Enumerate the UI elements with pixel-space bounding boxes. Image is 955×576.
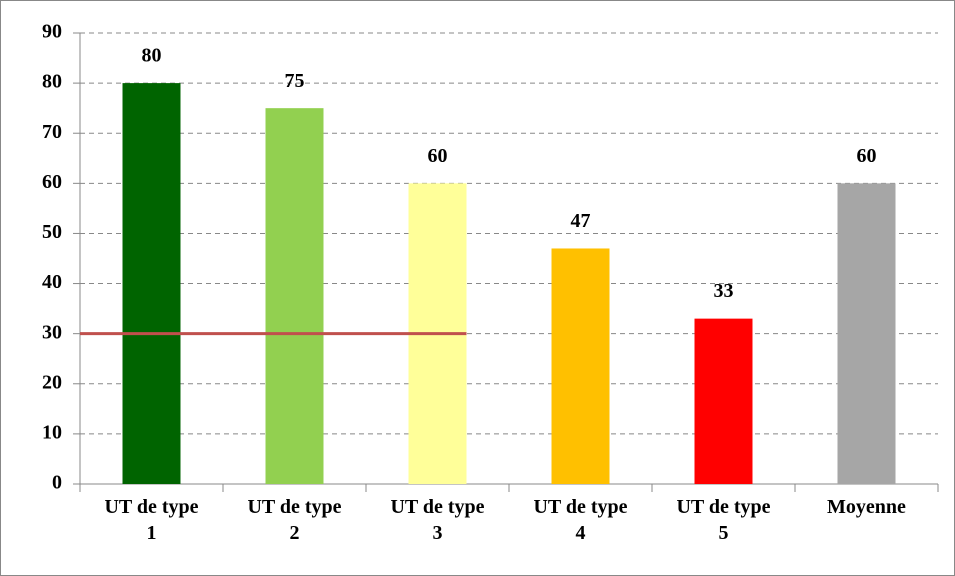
y-tick-label: 0 bbox=[52, 472, 62, 494]
x-tick-label: UT de type 1 bbox=[104, 496, 199, 544]
data-label: 33 bbox=[714, 280, 734, 302]
x-tick-label: UT de type 2 bbox=[247, 496, 342, 544]
x-tick-label: UT de type 4 bbox=[533, 496, 628, 544]
x-tick-label: Moyenne bbox=[827, 496, 906, 518]
bar bbox=[551, 248, 610, 484]
y-tick-label: 90 bbox=[42, 21, 62, 43]
data-label: 60 bbox=[857, 145, 877, 167]
bar bbox=[694, 318, 753, 484]
data-label: 75 bbox=[285, 70, 305, 92]
y-tick-label: 50 bbox=[42, 221, 62, 243]
y-tick-label: 20 bbox=[42, 371, 62, 393]
y-tick-label: 40 bbox=[42, 271, 62, 293]
data-label: 47 bbox=[571, 210, 591, 232]
y-tick-label: 30 bbox=[42, 321, 62, 343]
x-tick-label: UT de type 3 bbox=[390, 496, 485, 544]
bar bbox=[265, 108, 324, 485]
y-tick-label: 80 bbox=[42, 71, 62, 93]
x-tick-label: UT de type 5 bbox=[676, 496, 771, 544]
data-label: 80 bbox=[142, 45, 162, 67]
y-tick-label: 60 bbox=[42, 171, 62, 193]
bar bbox=[837, 183, 896, 485]
bar bbox=[122, 83, 181, 484]
y-tick-label: 10 bbox=[42, 421, 62, 443]
y-tick-label: 70 bbox=[42, 121, 62, 143]
data-label: 60 bbox=[428, 145, 448, 167]
